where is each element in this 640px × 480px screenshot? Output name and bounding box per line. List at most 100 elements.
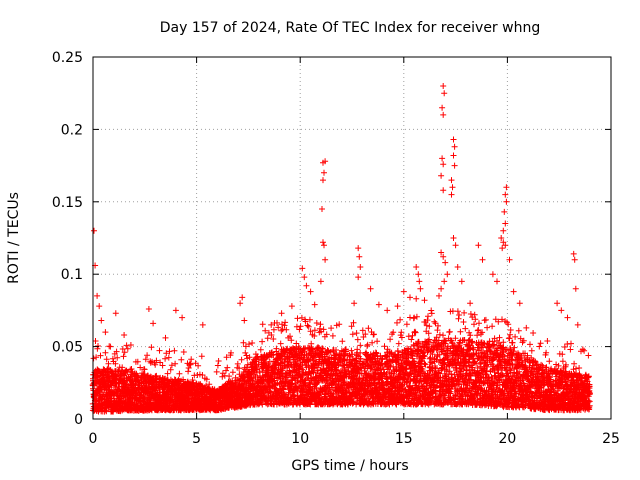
data-point [152, 361, 159, 368]
data-point [213, 368, 220, 375]
data-point [178, 356, 185, 363]
data-point [364, 343, 371, 349]
data-point [167, 366, 174, 373]
grid-lines [93, 57, 611, 419]
data-point [171, 347, 178, 354]
data-point [115, 368, 122, 375]
data-point [259, 321, 266, 328]
data-point [156, 347, 163, 354]
data-point [168, 362, 175, 369]
data-point [113, 374, 120, 380]
data-point [313, 320, 320, 326]
data-point [188, 356, 195, 363]
data-point [403, 321, 410, 328]
data-point [120, 372, 127, 379]
data-point [316, 325, 323, 332]
data-point [224, 364, 231, 371]
data-point [142, 356, 149, 363]
data-point [123, 367, 130, 374]
data-point [93, 354, 100, 361]
data-point [102, 349, 109, 356]
data-point [141, 366, 148, 373]
data-point [249, 340, 256, 346]
data-point [226, 373, 233, 380]
data-point [425, 313, 431, 320]
data-point [107, 343, 114, 350]
data-point [357, 342, 364, 349]
data-point [124, 345, 131, 352]
data-point [354, 346, 361, 353]
data-point [259, 338, 266, 345]
data-point [164, 370, 171, 377]
data-point [354, 336, 361, 343]
data-point [93, 377, 99, 384]
data-point [381, 343, 388, 350]
data-point [277, 340, 284, 347]
data-point [229, 369, 236, 376]
data-point [114, 354, 121, 361]
data-point [97, 352, 104, 359]
data-point [127, 342, 134, 348]
data-point [163, 350, 170, 357]
data-point [297, 323, 304, 330]
data-point [412, 329, 419, 336]
chart-title: Day 157 of 2024, Rate Of TEC Index for r… [160, 20, 540, 36]
data-point [153, 357, 160, 364]
data-point [180, 349, 187, 355]
data-point [397, 316, 404, 323]
data-point [104, 365, 111, 372]
data-point [159, 362, 166, 369]
data-point [329, 332, 336, 339]
data-point [357, 349, 364, 356]
data-point [238, 356, 245, 363]
data-point [317, 321, 324, 328]
data-point [172, 360, 179, 367]
data-point [166, 348, 173, 355]
data-point [394, 347, 401, 354]
data-point [353, 330, 360, 337]
data-point [374, 338, 381, 345]
data-point [128, 366, 135, 372]
data-point [165, 354, 172, 361]
data-point [349, 331, 356, 338]
data-point [431, 318, 438, 325]
data-point [176, 370, 183, 377]
data-point [112, 375, 119, 382]
data-point [339, 338, 346, 345]
data-point [109, 355, 116, 362]
data-point [395, 340, 402, 347]
data-point [112, 360, 119, 367]
data-point [365, 325, 372, 332]
data-point [162, 355, 169, 362]
data-point [95, 343, 101, 349]
data-point [446, 328, 453, 335]
data-point [198, 353, 205, 360]
data-point [103, 356, 110, 363]
data-point [223, 367, 229, 374]
data-point [394, 319, 400, 326]
data-point [328, 325, 335, 332]
data-point [264, 335, 271, 342]
data-point [413, 313, 420, 320]
data-point [134, 358, 141, 365]
data-point [257, 346, 264, 353]
data-point [457, 328, 464, 335]
data-point [113, 348, 120, 355]
data-point [215, 358, 222, 364]
data-points [89, 83, 593, 415]
data-point [214, 362, 221, 369]
data-point [137, 382, 144, 389]
data-point [428, 310, 435, 317]
data-point [148, 344, 155, 351]
data-point [137, 364, 144, 371]
data-point [120, 353, 127, 360]
data-point [234, 360, 241, 367]
data-point [278, 327, 285, 334]
data-point [144, 352, 151, 359]
data-point [398, 329, 405, 336]
data-point [185, 368, 192, 375]
data-point [105, 360, 112, 367]
data-point [121, 349, 128, 356]
data-point [455, 315, 462, 322]
